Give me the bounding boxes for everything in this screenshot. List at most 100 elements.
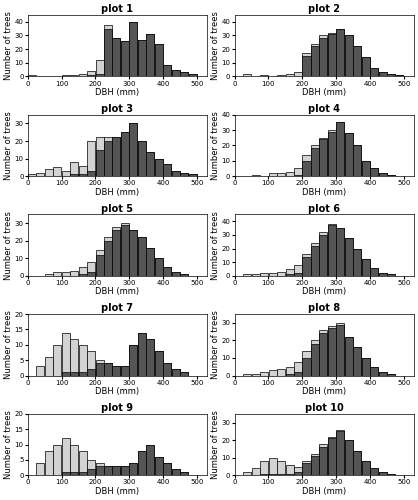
Bar: [87, 71, 95, 76]
Bar: [303, 256, 311, 276]
Bar: [294, 273, 302, 276]
Bar: [285, 74, 293, 76]
Bar: [180, 274, 188, 276]
Bar: [328, 224, 336, 276]
Bar: [112, 466, 120, 475]
Bar: [129, 345, 138, 376]
Bar: [180, 472, 188, 476]
Bar: [303, 351, 311, 376]
Bar: [277, 474, 285, 476]
Y-axis label: Number of trees: Number of trees: [4, 210, 13, 280]
Bar: [303, 463, 311, 475]
Bar: [336, 28, 344, 76]
Bar: [285, 374, 293, 376]
Bar: [303, 358, 311, 376]
Bar: [311, 243, 319, 276]
Bar: [260, 372, 268, 376]
Bar: [336, 324, 344, 376]
Bar: [189, 74, 196, 76]
Bar: [294, 174, 302, 176]
Bar: [370, 268, 378, 276]
Bar: [138, 450, 146, 475]
Bar: [336, 432, 344, 476]
Bar: [269, 173, 277, 176]
Bar: [172, 272, 180, 276]
Bar: [163, 463, 171, 475]
Bar: [285, 474, 293, 476]
Bar: [243, 374, 251, 376]
Title: plot 2: plot 2: [308, 4, 340, 14]
Bar: [163, 164, 171, 176]
Bar: [303, 56, 311, 76]
Y-axis label: Number of trees: Number of trees: [211, 11, 220, 80]
Bar: [353, 348, 361, 376]
Bar: [104, 28, 112, 76]
Bar: [70, 444, 78, 476]
Bar: [104, 237, 112, 276]
Bar: [311, 246, 319, 276]
Bar: [379, 273, 387, 276]
Y-axis label: Number of trees: Number of trees: [211, 111, 220, 180]
Bar: [104, 364, 112, 376]
Bar: [79, 472, 87, 476]
Bar: [79, 174, 87, 176]
Bar: [180, 72, 188, 76]
Bar: [370, 468, 378, 475]
Bar: [172, 469, 180, 476]
Bar: [45, 169, 53, 176]
Bar: [370, 168, 378, 176]
Bar: [387, 274, 395, 276]
Bar: [129, 124, 138, 176]
Bar: [353, 146, 361, 176]
Bar: [379, 472, 387, 476]
Bar: [79, 345, 87, 376]
Bar: [79, 450, 87, 475]
Bar: [146, 338, 154, 376]
Bar: [87, 460, 95, 475]
Bar: [96, 74, 104, 76]
Title: plot 3: plot 3: [101, 104, 133, 114]
Bar: [146, 152, 154, 176]
Bar: [70, 472, 78, 476]
Bar: [303, 161, 311, 176]
Bar: [336, 323, 344, 376]
Bar: [180, 274, 188, 276]
Bar: [155, 457, 163, 475]
Bar: [79, 372, 87, 376]
Bar: [243, 274, 251, 276]
Bar: [112, 230, 120, 276]
Bar: [387, 474, 395, 476]
Y-axis label: Number of trees: Number of trees: [4, 11, 13, 80]
Bar: [112, 366, 120, 376]
Bar: [362, 461, 370, 475]
Bar: [172, 171, 180, 176]
Bar: [319, 330, 327, 376]
Title: plot 8: plot 8: [308, 304, 340, 314]
Bar: [36, 366, 44, 376]
Bar: [180, 472, 188, 476]
Bar: [319, 444, 327, 476]
Bar: [370, 468, 378, 475]
Bar: [96, 138, 104, 176]
Bar: [362, 358, 370, 376]
Bar: [36, 172, 44, 176]
Bar: [285, 269, 293, 276]
Bar: [336, 122, 344, 176]
Bar: [189, 174, 196, 176]
Bar: [172, 370, 180, 376]
Bar: [146, 444, 154, 476]
Bar: [243, 74, 251, 76]
Bar: [138, 237, 146, 276]
Bar: [155, 258, 163, 276]
Bar: [62, 272, 70, 276]
Bar: [180, 372, 188, 376]
Bar: [345, 337, 353, 376]
Bar: [138, 237, 146, 276]
Bar: [379, 372, 387, 376]
Bar: [172, 70, 180, 76]
Bar: [45, 450, 53, 475]
Bar: [104, 138, 112, 176]
Bar: [155, 44, 163, 76]
Bar: [112, 466, 120, 475]
Bar: [362, 161, 370, 176]
